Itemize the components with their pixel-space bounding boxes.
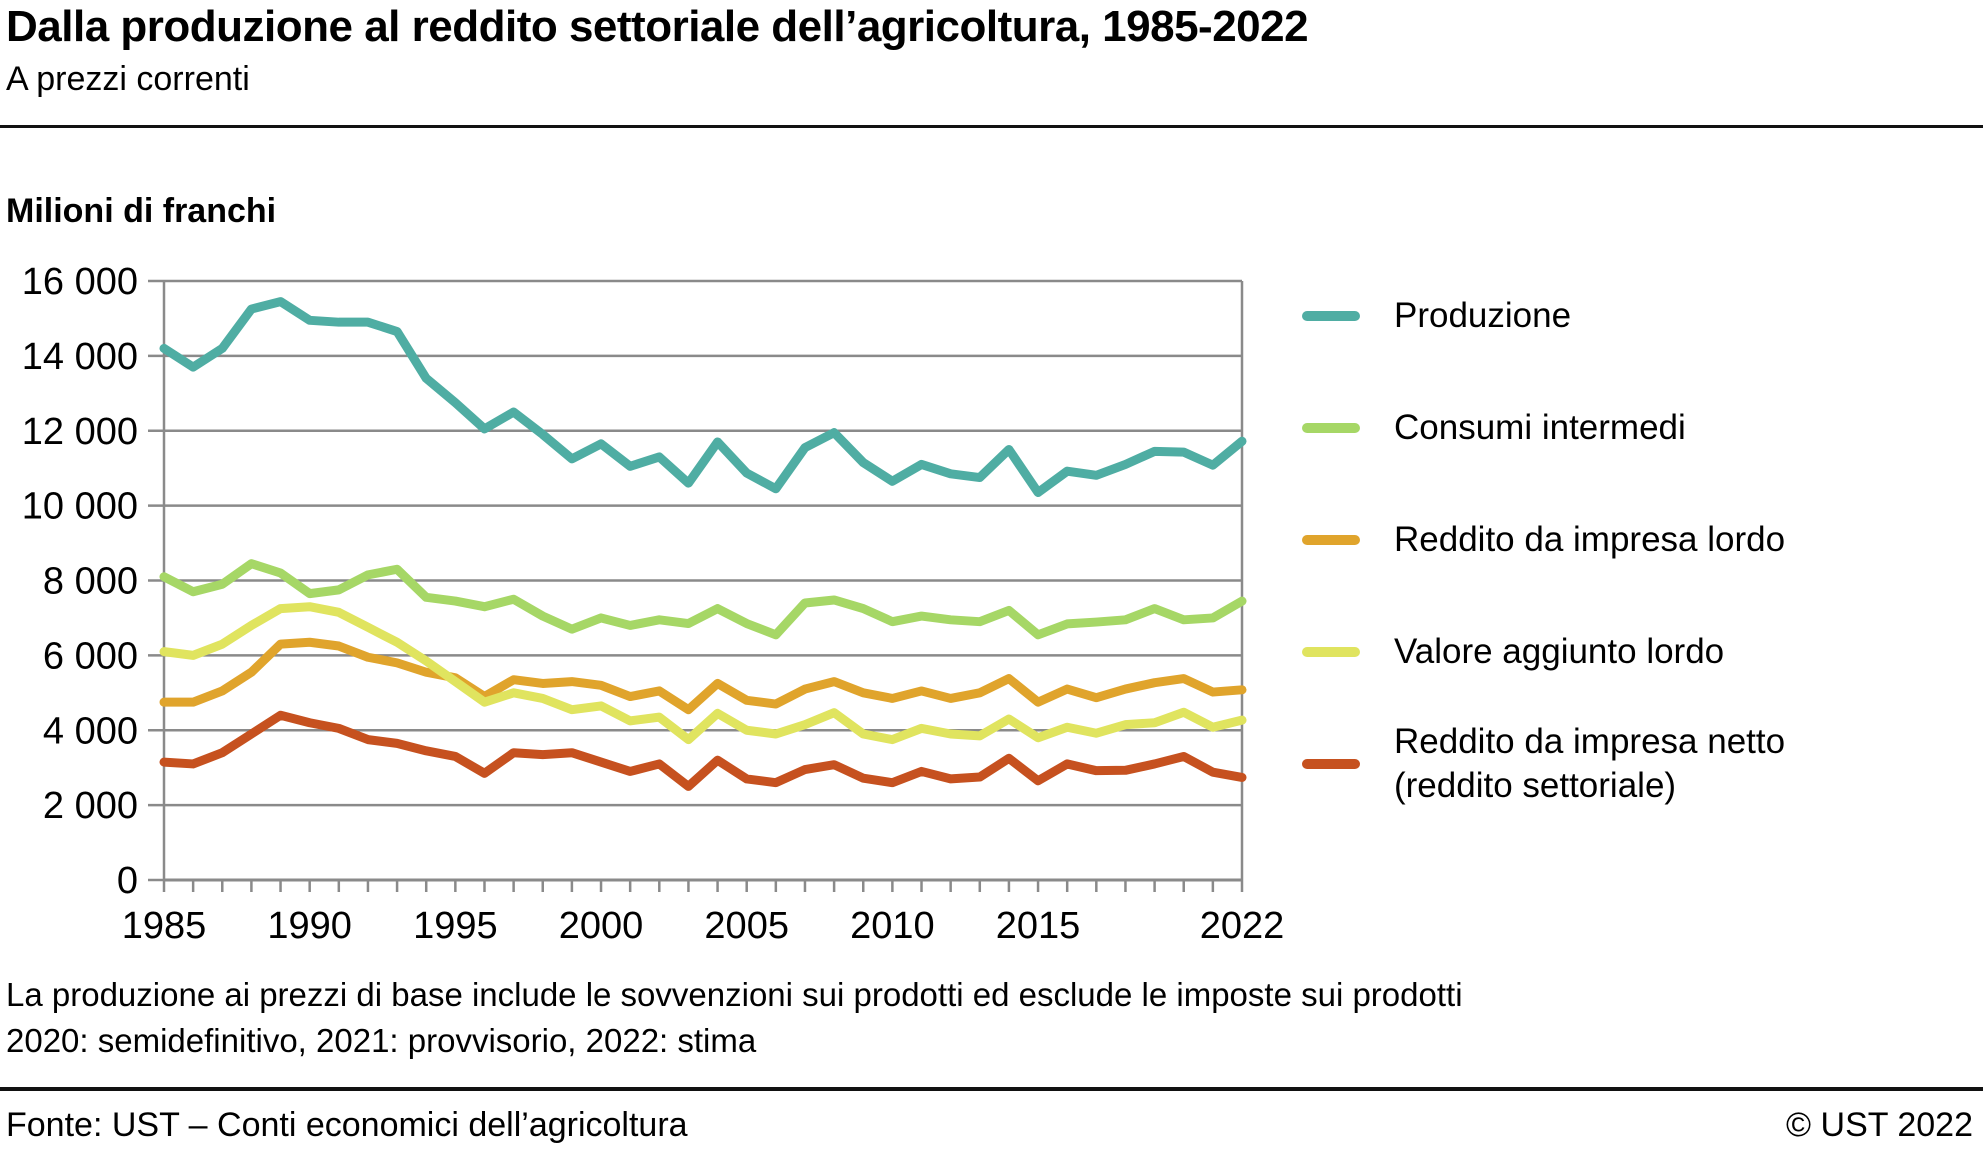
footer-divider [0, 1087, 1983, 1091]
x-axis-label: 1985 [122, 905, 207, 947]
legend-label: Reddito da impresa netto (reddito settori… [1394, 721, 1786, 805]
legend-swatch [1302, 423, 1360, 433]
copyright-text: © UST 2022 [1786, 1106, 1973, 1144]
footer: Fonte: UST – Conti economici dell’agrico… [6, 1106, 1973, 1145]
x-axis-label: 1990 [267, 905, 352, 947]
legend-label: Produzione [1394, 295, 1572, 335]
page-subtitle: A prezzi correnti [6, 60, 250, 98]
series-line-valore-aggiunto-lordo [159, 602, 1247, 745]
x-axis-label: 1995 [413, 905, 498, 947]
legend-label: Valore aggiunto lordo [1394, 631, 1725, 671]
x-axis-label: 2015 [996, 905, 1081, 947]
x-axis-label: 2022 [1200, 905, 1285, 947]
legend-item: Consumi intermedi [1302, 372, 1785, 484]
y-axis-label: 10 000 [22, 486, 138, 528]
chart-legend: Produzione Consumi intermedi Reddito da im… [1302, 260, 1785, 820]
y-axis-unit-label: Milioni di franchi [6, 192, 277, 230]
y-axis-label: 12 000 [22, 411, 138, 453]
legend-swatch [1302, 535, 1360, 545]
legend-swatch [1302, 311, 1360, 321]
y-axis-label: 8 000 [43, 561, 138, 603]
y-axis-label: 4 000 [43, 710, 138, 752]
legend-item: Produzione [1302, 260, 1785, 372]
legend-item: Reddito da impresa netto (reddito settori… [1302, 708, 1785, 820]
x-axis-label: 2000 [559, 905, 644, 947]
legend-label: Consumi intermedi [1394, 407, 1686, 447]
series-line-produzione [159, 297, 1247, 498]
legend-label: Reddito da impresa lordo [1394, 519, 1786, 559]
y-axis-label: 16 000 [22, 261, 138, 303]
x-axis-label: 2010 [850, 905, 935, 947]
line-chart: 0 2 000 4 000 6 000 8 000 10 000 12 000 14 000 1… [22, 261, 1285, 947]
note-line: 2020: semidefinitivo, 2021: provvisorio,… [6, 1022, 757, 1060]
y-axis-label: 2 000 [43, 785, 138, 827]
legend-swatch [1302, 647, 1360, 657]
x-axis-label: 2005 [704, 905, 789, 947]
y-axis-label: 6 000 [43, 635, 138, 677]
legend-swatch [1302, 759, 1360, 769]
note-line: La produzione ai prezzi di base include … [6, 976, 1463, 1013]
y-axis-label: 14 000 [22, 336, 138, 378]
legend-item: Reddito da impresa lordo [1302, 484, 1785, 596]
header-divider [0, 125, 1983, 128]
series-line-reddito-da-impresa-lordo [159, 637, 1247, 715]
source-text: Fonte: UST – Conti economici dell’agrico… [6, 1106, 688, 1144]
y-axis-label: 0 [117, 860, 138, 902]
series-line-consumi-intermedi [159, 559, 1247, 640]
chart-notes: La produzione ai prezzi di base include … [6, 972, 1463, 1064]
series-line-reddito-da-impresa-netto-reddito-settoriale [159, 710, 1247, 791]
page-title: Dalla produzione al reddito settoriale d… [6, 2, 1309, 51]
legend-item: Valore aggiunto lordo [1302, 596, 1785, 708]
